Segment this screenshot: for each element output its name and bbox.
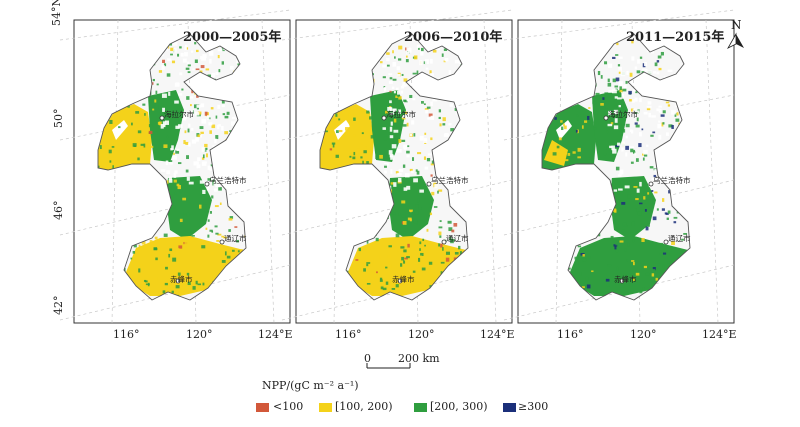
lake bbox=[112, 120, 128, 140]
legend-swatch-3 bbox=[414, 403, 427, 412]
forest-belt bbox=[370, 90, 406, 162]
city-marker-hailar bbox=[381, 115, 387, 121]
west-grassland-patch bbox=[320, 104, 374, 170]
city-label-hailar: 海拉尔市 bbox=[164, 109, 194, 119]
legend-swatch-1 bbox=[256, 403, 269, 412]
city-label-tongliao: 通辽市 bbox=[668, 233, 691, 243]
city-marker-ulanhot bbox=[204, 181, 210, 187]
city-label-ulanhot: 乌兰浩特市 bbox=[653, 175, 691, 185]
lake bbox=[556, 120, 572, 140]
city-label-chifeng: 赤峰市 bbox=[392, 274, 415, 284]
city-label-hailar: 海拉尔市 bbox=[386, 109, 416, 119]
city-marker-chifeng bbox=[619, 278, 625, 284]
city-label-ulanhot: 乌兰浩特市 bbox=[431, 175, 469, 185]
city-marker-tongliao bbox=[219, 239, 225, 245]
city-marker-chifeng bbox=[397, 278, 403, 284]
city-marker-tongliao bbox=[441, 239, 447, 245]
city-label-chifeng: 赤峰市 bbox=[614, 274, 637, 284]
central-forest bbox=[166, 176, 212, 240]
legend-swatch-2 bbox=[319, 403, 332, 412]
city-marker-tongliao bbox=[663, 239, 669, 245]
city-marker-hailar bbox=[603, 115, 609, 121]
city-marker-chifeng bbox=[175, 278, 181, 284]
city-marker-ulanhot bbox=[648, 181, 654, 187]
legend-swatch-4 bbox=[503, 403, 516, 412]
north-arrow bbox=[726, 32, 744, 49]
city-marker-hailar bbox=[159, 115, 165, 121]
city-marker-ulanhot bbox=[426, 181, 432, 187]
city-label-ulanhot: 乌兰浩特市 bbox=[209, 175, 247, 185]
scale-bar bbox=[366, 363, 411, 369]
city-label-tongliao: 通辽市 bbox=[224, 233, 247, 243]
city-label-chifeng: 赤峰市 bbox=[170, 274, 193, 284]
city-label-tongliao: 通辽市 bbox=[446, 233, 469, 243]
city-label-hailar: 海拉尔市 bbox=[608, 109, 638, 119]
